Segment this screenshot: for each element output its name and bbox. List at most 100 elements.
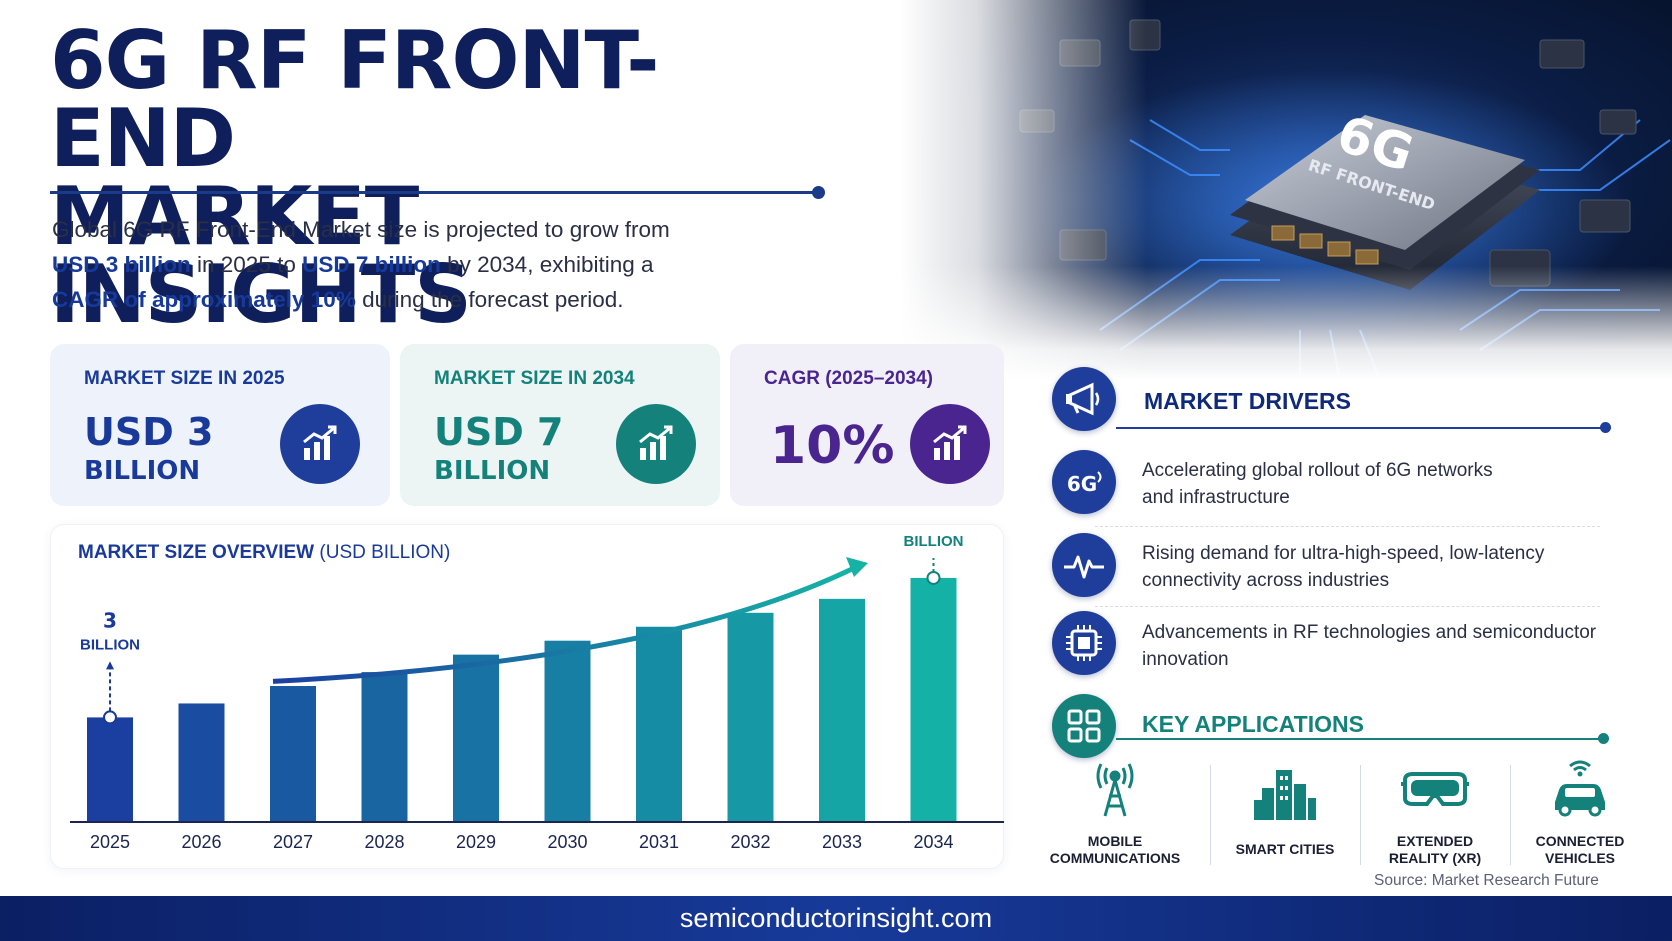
chip-icon <box>1052 611 1116 675</box>
app-label-line: REALITY (XR) <box>1388 850 1482 866</box>
intro-highlight-3: CAGR of approximately 10% <box>52 287 356 312</box>
x-tick-label: 2030 <box>547 832 587 852</box>
stat-card-cagr: CAGR (2025–2034) 10% <box>730 344 1004 506</box>
x-tick-label: 2034 <box>913 832 953 852</box>
footer-website[interactable]: semiconductorinsight.com <box>679 903 993 933</box>
title-line-2: MARKET INSIGHTS <box>50 170 472 341</box>
bar-2028 <box>361 672 408 822</box>
stat-unit: BILLION <box>434 456 551 486</box>
trend-arrow-head <box>846 557 868 577</box>
drivers-title: MARKET DRIVERS <box>1144 388 1352 414</box>
bar-2029 <box>453 654 499 822</box>
app-smart-cities: SMART CITIES <box>1210 760 1360 858</box>
megaphone-icon <box>1052 367 1116 431</box>
x-tick-label: 2031 <box>639 832 679 852</box>
app-divider <box>1210 765 1211 865</box>
annotation-marker <box>926 570 941 585</box>
intro-text-2: in 2025 to <box>190 252 303 277</box>
trend-arrow <box>272 566 854 684</box>
drivers-rule <box>1116 427 1606 429</box>
chart-title-main: MARKET SIZE OVERVIEW <box>78 542 315 563</box>
annotation-value: 7 <box>927 524 941 529</box>
city-buildings-icon <box>1210 760 1360 820</box>
stat-value: USD 3 <box>84 410 214 454</box>
x-tick-label: 2033 <box>822 832 862 852</box>
intro-text-1: Global 6G RF Front-End Market size is pr… <box>52 217 670 242</box>
stat-unit: BILLION <box>84 456 201 486</box>
app-connected-vehicles: CONNECTED VEHICLES <box>1505 760 1655 867</box>
applications-rule <box>1116 738 1604 740</box>
stat-card-2025: MARKET SIZE IN 2025 USD 3 BILLION <box>50 344 390 506</box>
intro-highlight-2: USD 7 billion <box>302 252 441 277</box>
app-divider <box>1360 765 1361 865</box>
vr-headset-icon <box>1360 760 1510 820</box>
driver-text-line: and infrastructure <box>1142 487 1290 508</box>
hero-chip-image: 6G RF FRONT-END <box>900 0 1672 380</box>
chart-title-unit: (USD BILLION) <box>319 542 451 563</box>
intro-highlight-1: USD 3 billion <box>52 252 191 277</box>
applications-title: KEY APPLICATIONS <box>1142 711 1364 737</box>
app-extended-reality: EXTENDED REALITY (XR) <box>1360 760 1510 867</box>
bar-2033 <box>819 598 865 822</box>
growth-chart-icon <box>616 404 696 484</box>
driver-text-line: connectivity across industries <box>1142 570 1390 591</box>
antenna-tower-icon <box>1040 760 1190 820</box>
6g-icon-text: 6G <box>1067 472 1097 496</box>
app-label-line: SMART CITIES <box>1235 841 1335 857</box>
annotation-arrowhead <box>106 661 114 670</box>
driver-item-2: Rising demand for ultra-high-speed, low-… <box>1142 540 1622 594</box>
grid-apps-icon <box>1052 694 1116 758</box>
app-label-line: VEHICLES <box>1544 850 1615 866</box>
stat-value: 10% <box>770 416 895 476</box>
bar-2025 <box>87 717 133 822</box>
connected-car-icon <box>1505 760 1655 820</box>
chart-title: MARKET SIZE OVERVIEW (USD BILLION) <box>78 542 450 564</box>
stat-label: MARKET SIZE IN 2025 <box>84 368 285 389</box>
x-tick-label: 2027 <box>273 832 313 852</box>
x-tick-label: 2025 <box>90 832 130 852</box>
annotation-unit: BILLION <box>80 636 140 653</box>
bar-chart: 2025 2026 2027 2028 2029 2030 2031 2032 2033 2034… <box>70 524 1004 852</box>
intro-text-3: by 2034, exhibiting a <box>440 252 654 277</box>
app-label-line: COMMUNICATIONS <box>1049 850 1181 866</box>
app-label-line: CONNECTED <box>1535 833 1625 849</box>
driver-separator <box>1095 606 1600 607</box>
title-underline <box>50 191 820 194</box>
growth-chart-icon <box>280 404 360 484</box>
annotation-unit: BILLION <box>904 533 964 550</box>
x-tick-label: 2028 <box>364 832 404 852</box>
app-label-line: MOBILE <box>1087 833 1143 849</box>
driver-item-1: Accelerating global rollout of 6G networ… <box>1142 457 1622 511</box>
pulse-wave-icon <box>1052 533 1116 597</box>
driver-separator <box>1095 526 1600 527</box>
driver-text-line: Accelerating global rollout of 6G networ… <box>1142 460 1493 481</box>
app-divider <box>1510 765 1511 865</box>
growth-chart-icon <box>910 404 990 484</box>
x-tick-label: 2032 <box>730 832 770 852</box>
title-line-1: 6G RF FRONT-END <box>50 14 660 185</box>
app-label-line: EXTENDED <box>1396 833 1474 849</box>
6g-signal-icon: 6G <box>1052 450 1116 514</box>
stat-label: CAGR (2025–2034) <box>764 368 933 389</box>
stat-value: USD 7 <box>434 410 564 454</box>
x-tick-label: 2029 <box>456 832 496 852</box>
bar-2034 <box>910 577 957 822</box>
app-mobile-communications: MOBILE COMMUNICATIONS <box>1040 760 1190 867</box>
bar-2026 <box>178 703 225 822</box>
annotation-marker <box>103 710 117 725</box>
applications-rule-dot <box>1598 733 1609 744</box>
driver-text-line: innovation <box>1142 649 1229 670</box>
drivers-rule-dot <box>1600 422 1611 433</box>
x-tick-label: 2026 <box>181 832 221 852</box>
bar-2031 <box>636 626 682 822</box>
annotation-value: 3 <box>103 608 117 632</box>
source-note: Source: Market Research Future <box>1374 872 1599 889</box>
title-underline-dot <box>812 186 825 199</box>
stat-card-2034: MARKET SIZE IN 2034 USD 7 BILLION <box>400 344 720 506</box>
bar-2027 <box>270 686 316 822</box>
intro-paragraph: Global 6G RF Front-End Market size is pr… <box>52 212 772 317</box>
footer-bar: semiconductorinsight.com <box>0 896 1672 941</box>
intro-text-4: during the forecast period. <box>355 287 624 312</box>
driver-text-line: Rising demand for ultra-high-speed, low-… <box>1142 543 1545 564</box>
